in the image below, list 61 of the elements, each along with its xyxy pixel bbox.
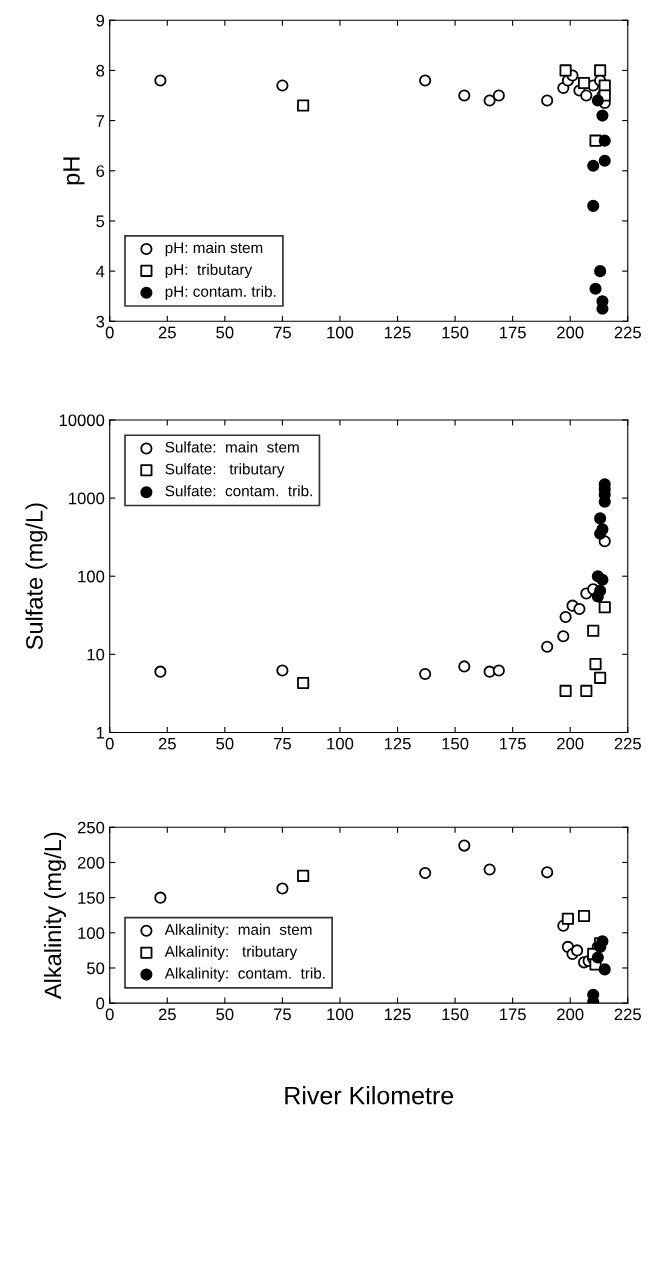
x-tick-label: 25 [158,737,176,750]
y-tick-label: 1 [96,727,105,739]
x-tick-label: 125 [384,1008,411,1021]
y-tick-label: 7 [96,115,105,127]
x-tick-label: 225 [614,737,641,750]
x-tick-label: 200 [557,326,584,339]
x-tick-label: 75 [273,1008,291,1021]
x-tick-label: 0 [105,1008,114,1021]
y-tick-label: 8 [96,64,105,77]
x-tick-label: 100 [327,737,354,750]
x-tick-label: 50 [216,1008,234,1021]
y-tick-label: 50 [86,962,105,975]
y-tick-label: 9 [96,14,105,27]
y-tick-label: 200 [77,856,105,869]
x-tick-label: 225 [614,326,641,339]
legend-label: Alkalinity: contam. trib. [164,967,325,982]
legend-label: Sulfate: tributary [165,463,285,478]
x-tick-label: 75 [273,737,291,750]
x-tick-label: 75 [273,326,291,339]
x-tick-label: 150 [442,737,469,750]
x-tick-label: 150 [442,1008,469,1021]
y-tick-label: 150 [78,892,105,904]
x-tick-label: 0 [105,326,114,339]
x-tick-label: 175 [500,737,526,750]
y-tick-label: 1000 [69,492,105,505]
x-tick-label: 200 [557,737,584,750]
x-tick-label: 50 [216,737,234,750]
y-axis-title: pH [63,157,85,185]
x-tick-label: 150 [442,326,469,339]
y-tick-label: 250 [77,821,105,834]
x-tick-label: 175 [500,326,526,339]
legend-label: Sulfate: main stem [165,441,299,453]
y-tick-label: 100 [78,927,105,940]
x-tick-label: 50 [216,326,234,339]
x-tick-label: 25 [158,326,176,339]
y-tick-label: 10 [87,648,105,661]
legend-label: pH: main stem [165,241,263,257]
x-tick-label: 100 [327,326,354,339]
x-tick-label: 25 [158,1008,176,1021]
x-tick-label: 200 [557,1008,584,1021]
y-tick-label: 100 [78,570,105,583]
x-tick-label: 125 [384,326,411,339]
y-tick-label: 6 [96,165,105,177]
x-axis-title: River Kilometre [285,1086,454,1105]
y-tick-label: 10000 [59,414,105,427]
legend-label: Alkalinity: tributary [164,945,298,960]
legend-label: pH: contam. trib. [165,285,276,300]
x-tick-label: 225 [614,1008,641,1021]
x-tick-label: 100 [327,1008,354,1021]
legend-label: Alkalinity: main stem [164,923,312,938]
y-tick-label: 4 [95,265,105,278]
x-tick-label: 0 [105,737,114,750]
legend-label: pH: tributary [165,263,253,279]
x-tick-label: 125 [384,737,411,750]
y-axis-title: Sulfate (mg/L) [25,503,48,650]
x-tick-label: 175 [500,1008,526,1021]
y-tick-label: 5 [96,215,105,228]
y-axis-title: Alkalinity (mg/L) [43,832,66,1000]
y-tick-label: 3 [96,315,105,328]
y-tick-label: 0 [96,997,105,1010]
legend-label: Sulfate: contam. trib. [165,485,312,497]
